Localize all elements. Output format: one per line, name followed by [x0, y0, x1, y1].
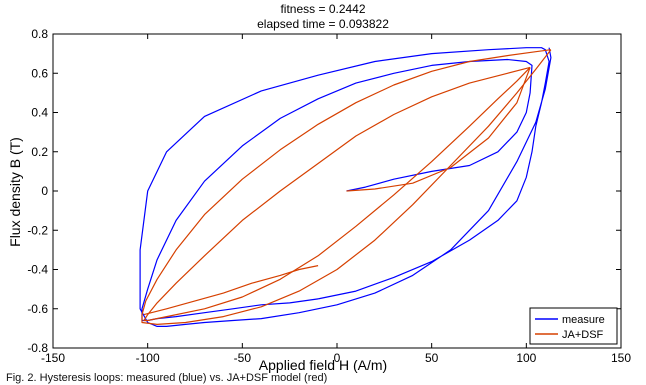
series-line-ja-dsf: [141, 49, 552, 325]
x-tick-label: 0: [334, 351, 341, 365]
y-tick-label: 0: [41, 184, 48, 198]
x-axis-label: Applied field H (A/m): [258, 357, 388, 373]
x-tick-label: -100: [136, 351, 160, 365]
figure-caption: Fig. 2. Hysteresis loops: measured (blue…: [6, 372, 328, 384]
y-tick-label: -0.4: [27, 263, 48, 277]
series-line-ja-dsf: [143, 265, 319, 316]
series-line-ja-dsf: [143, 66, 531, 322]
x-tick-label: 100: [516, 351, 536, 365]
y-tick-label: -0.8: [27, 341, 48, 355]
x-tick-label: -50: [234, 351, 252, 365]
chart-title-line-2: elapsed time = 0.093822: [257, 17, 389, 31]
series-line-measure: [139, 47, 552, 327]
series-line-ja-dsf: [346, 67, 531, 192]
legend-box: [529, 307, 618, 345]
y-tick-label: 0.6: [31, 66, 48, 80]
y-tick-label: -0.2: [27, 223, 48, 237]
legend-label: JA+DSF: [562, 329, 604, 341]
y-tick-label: -0.6: [27, 302, 48, 316]
series-line-measure: [141, 58, 533, 322]
chart-title-line-1: fitness = 0.2442: [280, 2, 366, 16]
y-axis-label: Flux density B (T): [7, 137, 23, 247]
y-tick-label: 0.8: [31, 27, 48, 41]
x-tick-label: 150: [611, 351, 631, 365]
plot-area: [52, 33, 622, 349]
legend-label: measure: [562, 314, 605, 326]
x-tick-label: -150: [41, 351, 65, 365]
y-tick-label: 0.4: [31, 106, 48, 120]
x-tick-label: 50: [425, 351, 439, 365]
y-tick-label: 0.2: [31, 145, 48, 159]
